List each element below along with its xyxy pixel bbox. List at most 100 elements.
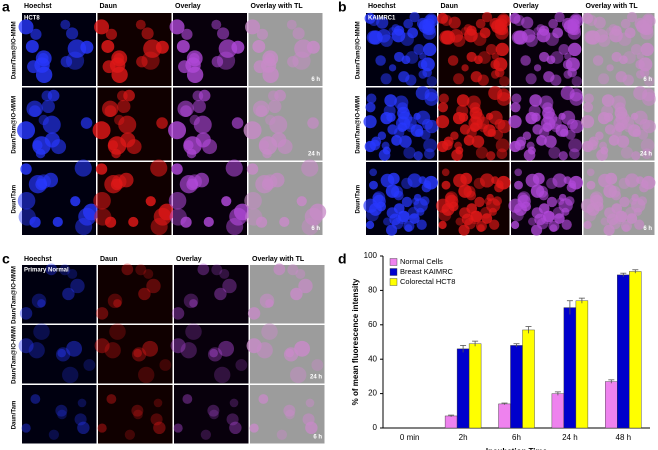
cell (603, 224, 615, 236)
cell (584, 30, 599, 45)
y-axis-label: % of mean fluorescence intensity (351, 278, 360, 405)
cell (104, 216, 117, 228)
cell (509, 12, 521, 24)
cell (380, 73, 392, 85)
cell (138, 366, 155, 384)
cell (636, 19, 650, 34)
micrograph (174, 265, 249, 324)
cell (525, 73, 537, 85)
cell (563, 19, 578, 34)
column-header: Hoechst (24, 3, 52, 10)
cell (413, 193, 422, 202)
panel-label: c (2, 251, 10, 267)
cell (192, 99, 206, 114)
cell (475, 18, 486, 29)
cell (269, 115, 288, 134)
cell (586, 180, 596, 190)
cell (388, 27, 397, 36)
cell (401, 177, 413, 190)
row-label: Daun/Tam (12, 185, 18, 214)
cell (611, 203, 623, 214)
cell (538, 190, 549, 201)
cell (222, 278, 237, 294)
cell (229, 207, 248, 226)
time-label: 6 h (643, 77, 652, 83)
cell (218, 340, 235, 357)
cell (508, 115, 522, 129)
cell (26, 100, 43, 118)
cell (481, 11, 493, 23)
cell (200, 429, 212, 440)
cell (601, 94, 615, 107)
cell (413, 112, 421, 120)
cell (630, 43, 642, 55)
cell (558, 193, 567, 202)
cell (245, 19, 261, 35)
cell (479, 173, 495, 188)
cell (60, 55, 73, 68)
cell (626, 213, 638, 224)
cell (366, 93, 377, 104)
cell (218, 39, 238, 58)
cell (62, 366, 79, 384)
cell (106, 394, 117, 404)
cell (126, 139, 142, 155)
cell (150, 159, 168, 177)
cell (366, 208, 379, 222)
micrograph (98, 325, 173, 384)
legend-label: Normal Cells (400, 257, 443, 266)
cell (145, 196, 156, 207)
cell (546, 177, 558, 190)
cell (235, 359, 248, 371)
cell (582, 12, 594, 24)
cell (187, 174, 202, 189)
cell (420, 57, 435, 72)
cell (305, 398, 315, 408)
cell (364, 12, 376, 24)
cell (461, 213, 474, 226)
cell (409, 11, 420, 23)
cell (131, 404, 144, 417)
cell (403, 18, 414, 29)
cell (613, 116, 628, 131)
y-tick-label: 0 (373, 423, 378, 432)
cell (583, 220, 592, 230)
cell (252, 100, 270, 118)
bar (551, 393, 565, 429)
cell (209, 348, 218, 358)
cell (475, 146, 488, 159)
cell (214, 366, 231, 384)
cell (620, 146, 633, 159)
cell-line-label: HCT8 (24, 16, 40, 22)
cell (363, 115, 377, 129)
cell (37, 299, 46, 308)
cell (418, 19, 433, 34)
column-header: Daun (100, 256, 118, 263)
cell (225, 159, 243, 177)
cell (94, 19, 110, 35)
cell (183, 293, 199, 309)
micrograph (98, 385, 173, 444)
bar (629, 271, 642, 429)
cell (66, 27, 79, 40)
cell (634, 219, 645, 230)
x-axis-label: Incubation Time (486, 447, 548, 450)
cell (393, 25, 405, 36)
cell (304, 207, 323, 226)
bar (575, 300, 589, 429)
cell (258, 394, 269, 404)
cell (261, 323, 278, 340)
cell (486, 151, 496, 161)
cell (393, 203, 405, 214)
cell (380, 34, 393, 47)
cell (375, 55, 386, 66)
panel-label: d (338, 251, 347, 267)
cell (597, 34, 611, 47)
cell (631, 198, 646, 213)
cell (287, 264, 299, 276)
cell (552, 27, 563, 39)
cell (93, 191, 111, 210)
cell (409, 213, 420, 224)
cell (74, 413, 87, 426)
cell (67, 268, 78, 279)
